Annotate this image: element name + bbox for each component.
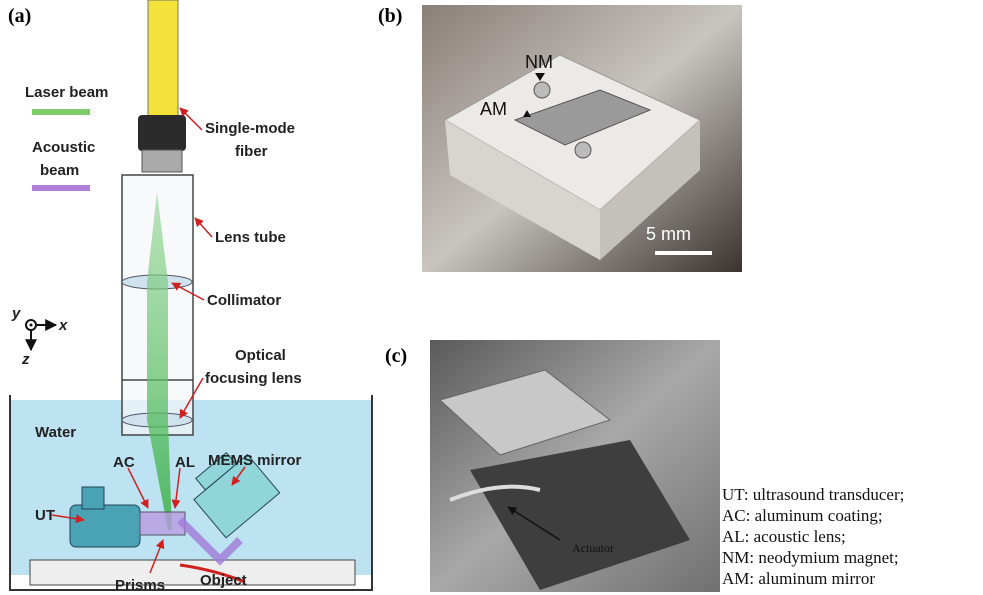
label: UT [35,507,55,524]
label: Collimator [207,292,281,309]
magnet [575,142,591,158]
arrow [195,218,212,237]
legend-label: Laser beam [25,84,108,101]
label: focusing lens [205,370,302,387]
label: Prisms [115,577,165,594]
panel-a: (a) Laser beam Acoustic beam Single-mode… [8,0,372,594]
abbreviation: AM: aluminum mirror [722,569,875,588]
panel-label: (a) [8,5,31,27]
label: AL [175,454,195,471]
label: fiber [235,143,268,160]
label: Optical [235,347,286,364]
legend-label: Acoustic [32,139,95,156]
panel-c: (c) Actuator [385,340,720,592]
base [30,560,355,585]
magnet [534,82,550,98]
label: AM [480,99,507,119]
axis-label: x [58,317,68,334]
transducer-cap [82,487,104,509]
fiber [148,0,178,118]
panel-label: (c) [385,345,407,367]
panel-label: (b) [378,5,402,27]
scale-label: 5 mm [646,224,691,244]
abbreviation: AL: acoustic lens; [722,527,846,546]
label: Object [200,572,247,589]
axis-dot [30,324,33,327]
label: Water [35,424,76,441]
connector [138,115,186,151]
label: Lens tube [215,229,286,246]
abbreviation: AC: aluminum coating; [722,506,883,525]
abbreviations: UT: ultrasound transducer; AC: aluminum … [722,485,904,588]
label: Actuator [572,541,614,555]
transducer [70,505,140,547]
label: MEMS mirror [208,452,302,469]
abbreviation: UT: ultrasound transducer; [722,485,904,504]
label: NM [525,52,553,72]
label: AC [113,454,135,471]
axis-label: y [11,305,21,322]
figure: (a) Laser beam Acoustic beam Single-mode… [0,0,983,595]
adapter [142,150,182,172]
axis-label: z [21,351,30,368]
label: Single-mode [205,120,295,137]
panel-b: (b) NM AM 5 mm [378,5,742,272]
abbreviation: NM: neodymium magnet; [722,548,899,567]
legend-label: beam [40,162,79,179]
